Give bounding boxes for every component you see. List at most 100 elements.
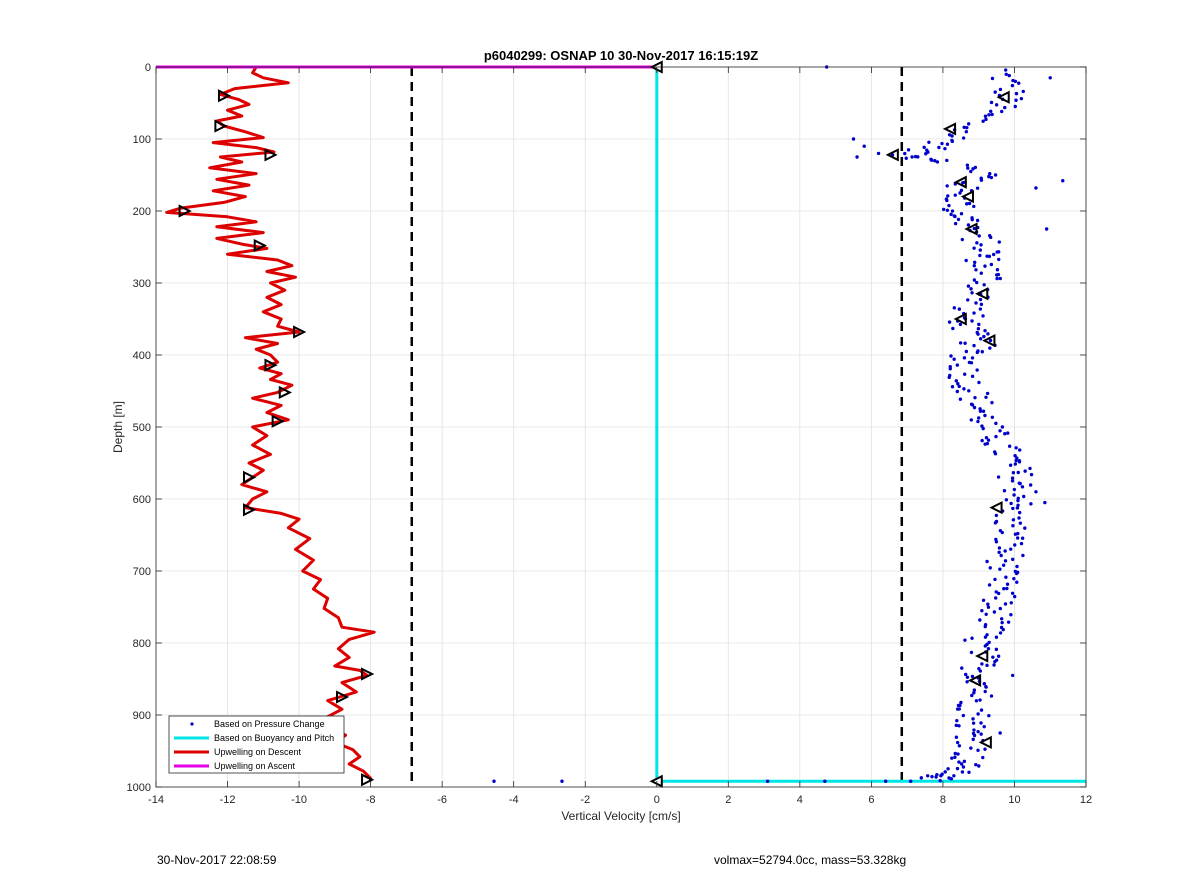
- pressure-point: [996, 591, 1001, 596]
- pressure-point: [981, 426, 985, 431]
- pressure-point: [958, 191, 962, 195]
- pressure-point: [961, 136, 966, 140]
- pressure-point: [947, 375, 951, 380]
- pressure-point: [974, 762, 978, 767]
- pressure-point: [979, 271, 984, 275]
- pressure-point: [984, 117, 988, 122]
- pressure-point: [958, 341, 963, 345]
- x-tick-label: 4: [797, 794, 803, 806]
- pressure-point: [1044, 227, 1049, 231]
- pressure-point: [862, 144, 866, 148]
- pressure-point: [988, 235, 993, 240]
- pressure-point: [1021, 553, 1025, 558]
- pressure-point: [1003, 549, 1007, 553]
- pressure-point: [823, 779, 827, 783]
- x-tick-label: 10: [1008, 794, 1020, 806]
- pressure-point: [957, 744, 962, 748]
- pressure-point: [1016, 531, 1020, 536]
- pressure-point: [1010, 476, 1015, 480]
- pressure-point: [996, 475, 1001, 479]
- pressure-point: [970, 693, 974, 698]
- pressure-point: [955, 740, 960, 745]
- pressure-point: [970, 217, 974, 222]
- pressure-point: [966, 223, 971, 227]
- pressure-point: [962, 759, 967, 764]
- pressure-point: [935, 160, 940, 164]
- pressure-point: [976, 712, 980, 716]
- pressure-point: [926, 774, 930, 778]
- pressure-point: [993, 659, 997, 664]
- pressure-point: [994, 434, 998, 439]
- descent-marker: [361, 773, 375, 787]
- pressure-point: [987, 174, 991, 179]
- pressure-point: [972, 278, 977, 282]
- pressure-point: [999, 617, 1004, 621]
- pressure-point: [972, 260, 977, 265]
- pressure-point: [972, 691, 976, 695]
- pressure-point: [927, 140, 931, 145]
- pressure-point: [950, 209, 955, 213]
- legend-label-descent: Upwelling on Descent: [214, 747, 302, 757]
- pressure-point: [962, 356, 967, 360]
- pressure-point: [994, 540, 999, 544]
- pressure-point: [958, 703, 962, 708]
- pressure-point: [1013, 104, 1017, 109]
- pressure-point: [970, 356, 975, 360]
- pressure-point: [1009, 547, 1013, 551]
- pressure-point: [883, 779, 888, 783]
- pressure-point: [970, 374, 975, 379]
- pressure-point: [969, 361, 974, 365]
- pressure-point: [954, 723, 958, 728]
- y-tick-label: 500: [133, 422, 151, 434]
- pressure-point: [972, 226, 976, 231]
- pressure-point: [906, 148, 911, 152]
- pressure-point: [969, 650, 974, 655]
- pressure-point: [1011, 524, 1015, 528]
- pressure-point: [981, 119, 985, 123]
- pressure-point: [965, 163, 970, 167]
- legend-box: [168, 715, 345, 774]
- pressure-point: [1043, 500, 1047, 505]
- pressure-point: [984, 395, 988, 400]
- pressure-point: [959, 762, 964, 766]
- pressure-point: [938, 778, 942, 783]
- pressure-point: [1011, 470, 1016, 475]
- pressure-point: [978, 337, 983, 341]
- pressure-point: [945, 142, 950, 146]
- x-tick-label: 6: [868, 794, 874, 806]
- y-tick-label: 800: [133, 638, 151, 650]
- pressure-point: [1019, 541, 1024, 546]
- pressure-marker: [989, 501, 1003, 515]
- pressure-point: [1018, 521, 1023, 525]
- pressure-point: [1003, 559, 1008, 563]
- pressure-point: [971, 717, 975, 721]
- pressure-point: [950, 134, 954, 138]
- pressure-point: [986, 646, 991, 651]
- pressure-point: [966, 298, 970, 302]
- descent-marker: [178, 204, 192, 218]
- pressure-point: [1023, 526, 1027, 530]
- pressure-point: [560, 779, 564, 783]
- pressure-point: [950, 756, 954, 760]
- pressure-point: [1001, 563, 1006, 567]
- x-tick-label: -10: [291, 794, 307, 806]
- pressure-point: [953, 193, 957, 197]
- pressure-point: [990, 400, 994, 405]
- pressure-point: [996, 250, 1001, 254]
- pressure-point: [995, 268, 1000, 272]
- upwelling-on-descentline: [165, 66, 376, 782]
- pressure-point: [977, 234, 981, 238]
- pressure-point: [945, 208, 950, 212]
- pressure-point: [981, 598, 986, 603]
- y-tick-label: 100: [133, 134, 151, 146]
- pressure-point: [974, 268, 978, 272]
- pressure-point: [990, 76, 995, 81]
- pressure-point: [939, 774, 943, 778]
- pressure-point: [996, 654, 1001, 658]
- pressure-point: [961, 181, 965, 185]
- pressure-point: [1029, 502, 1033, 506]
- pressure-point: [1000, 530, 1004, 535]
- pressure-point: [993, 577, 997, 582]
- legend-label-buoyancy: Based on Buoyancy and Pitch: [214, 733, 334, 743]
